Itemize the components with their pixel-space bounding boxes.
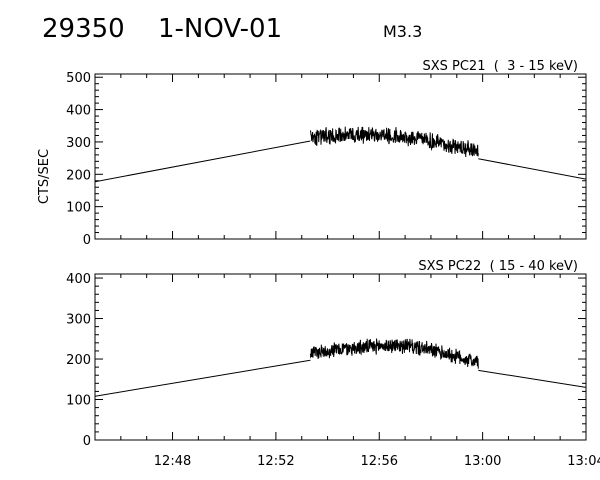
y-tick-label: 0 [83, 233, 91, 248]
series-line [309, 338, 479, 369]
x-tick-label: 13:04 [567, 454, 600, 469]
x-axis-labels: 12:48 12:52 12:56 13:00 13:04 [154, 454, 600, 469]
series-line [95, 140, 311, 183]
panel-title: SXS PC21 ( 3 - 15 keV) [422, 59, 578, 74]
x-tick-label: 12:52 [257, 454, 294, 469]
y-tick-label: 300 [66, 136, 91, 151]
y-tick-label: 200 [66, 353, 91, 368]
series-line [478, 369, 586, 388]
flare-class: M3.3 [383, 22, 423, 41]
plot-frame [94, 273, 587, 441]
x-tick-label: 12:56 [361, 454, 398, 469]
series-line [478, 158, 586, 180]
y-tick-label: 300 [66, 313, 91, 328]
plot-frame [94, 73, 587, 240]
x-tick-label: 12:48 [154, 454, 191, 469]
panel-pc21: 0 100 200 300 400 500 SXS PC21 ( 3 - 15 keV) CT… [37, 59, 587, 248]
y-tick-label: 100 [66, 394, 91, 409]
y-tick-label: 100 [66, 201, 91, 216]
series-line [95, 359, 311, 397]
y-tick-label: 400 [66, 104, 91, 119]
y-tick-label: 500 [66, 71, 91, 86]
x-tick-label: 13:00 [464, 454, 501, 469]
y-axis-label: CTS/SEC [37, 149, 52, 204]
series-line [309, 126, 479, 158]
panel-title: SXS PC22 ( 15 - 40 keV) [418, 259, 578, 274]
event-date: 1-NOV-01 [158, 14, 283, 44]
y-tick-label: 200 [66, 168, 91, 183]
panel-pc22: 0 100 200 300 400 SXS PC22 ( 15 - 40 keV) [66, 259, 587, 449]
y-tick-label: 0 [83, 434, 91, 449]
y-tick-label: 400 [66, 272, 91, 287]
event-id: 29350 [42, 14, 125, 44]
